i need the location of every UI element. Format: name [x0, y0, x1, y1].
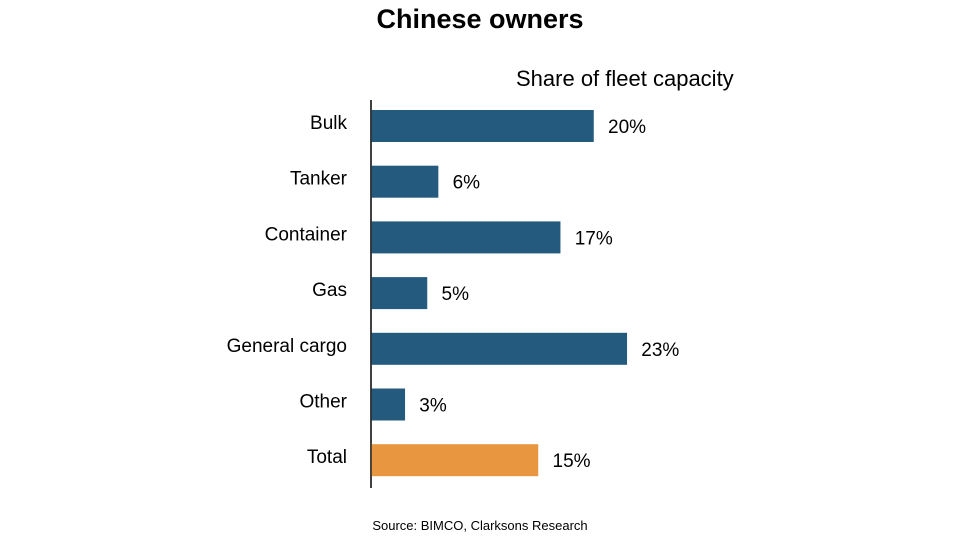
category-label: Gas — [312, 280, 347, 301]
chart-title: Chinese owners — [376, 4, 584, 34]
category-label: Total — [307, 447, 347, 468]
bar-other — [371, 388, 406, 421]
value-label: 6% — [453, 173, 481, 194]
value-label: 3% — [419, 396, 447, 417]
value-label: 15% — [553, 451, 591, 472]
category-label: Other — [299, 392, 347, 413]
category-label: Tanker — [290, 169, 348, 190]
category-label: General cargo — [227, 336, 347, 357]
bar-general-cargo — [371, 332, 628, 365]
value-label: 17% — [575, 228, 613, 249]
bar-tanker — [371, 165, 439, 198]
value-label: 5% — [442, 284, 470, 305]
source-note: Source: BIMCO, Clarksons Research — [372, 518, 588, 533]
value-label: 20% — [608, 117, 646, 138]
bar-bulk — [371, 110, 594, 142]
bar-total — [371, 444, 539, 477]
category-label: Bulk — [310, 113, 347, 134]
bar-container — [371, 221, 561, 254]
category-label: Container — [265, 224, 348, 245]
value-label: 23% — [641, 340, 679, 361]
chart-subtitle: Share of fleet capacity — [516, 66, 734, 91]
bar-gas — [371, 277, 428, 310]
